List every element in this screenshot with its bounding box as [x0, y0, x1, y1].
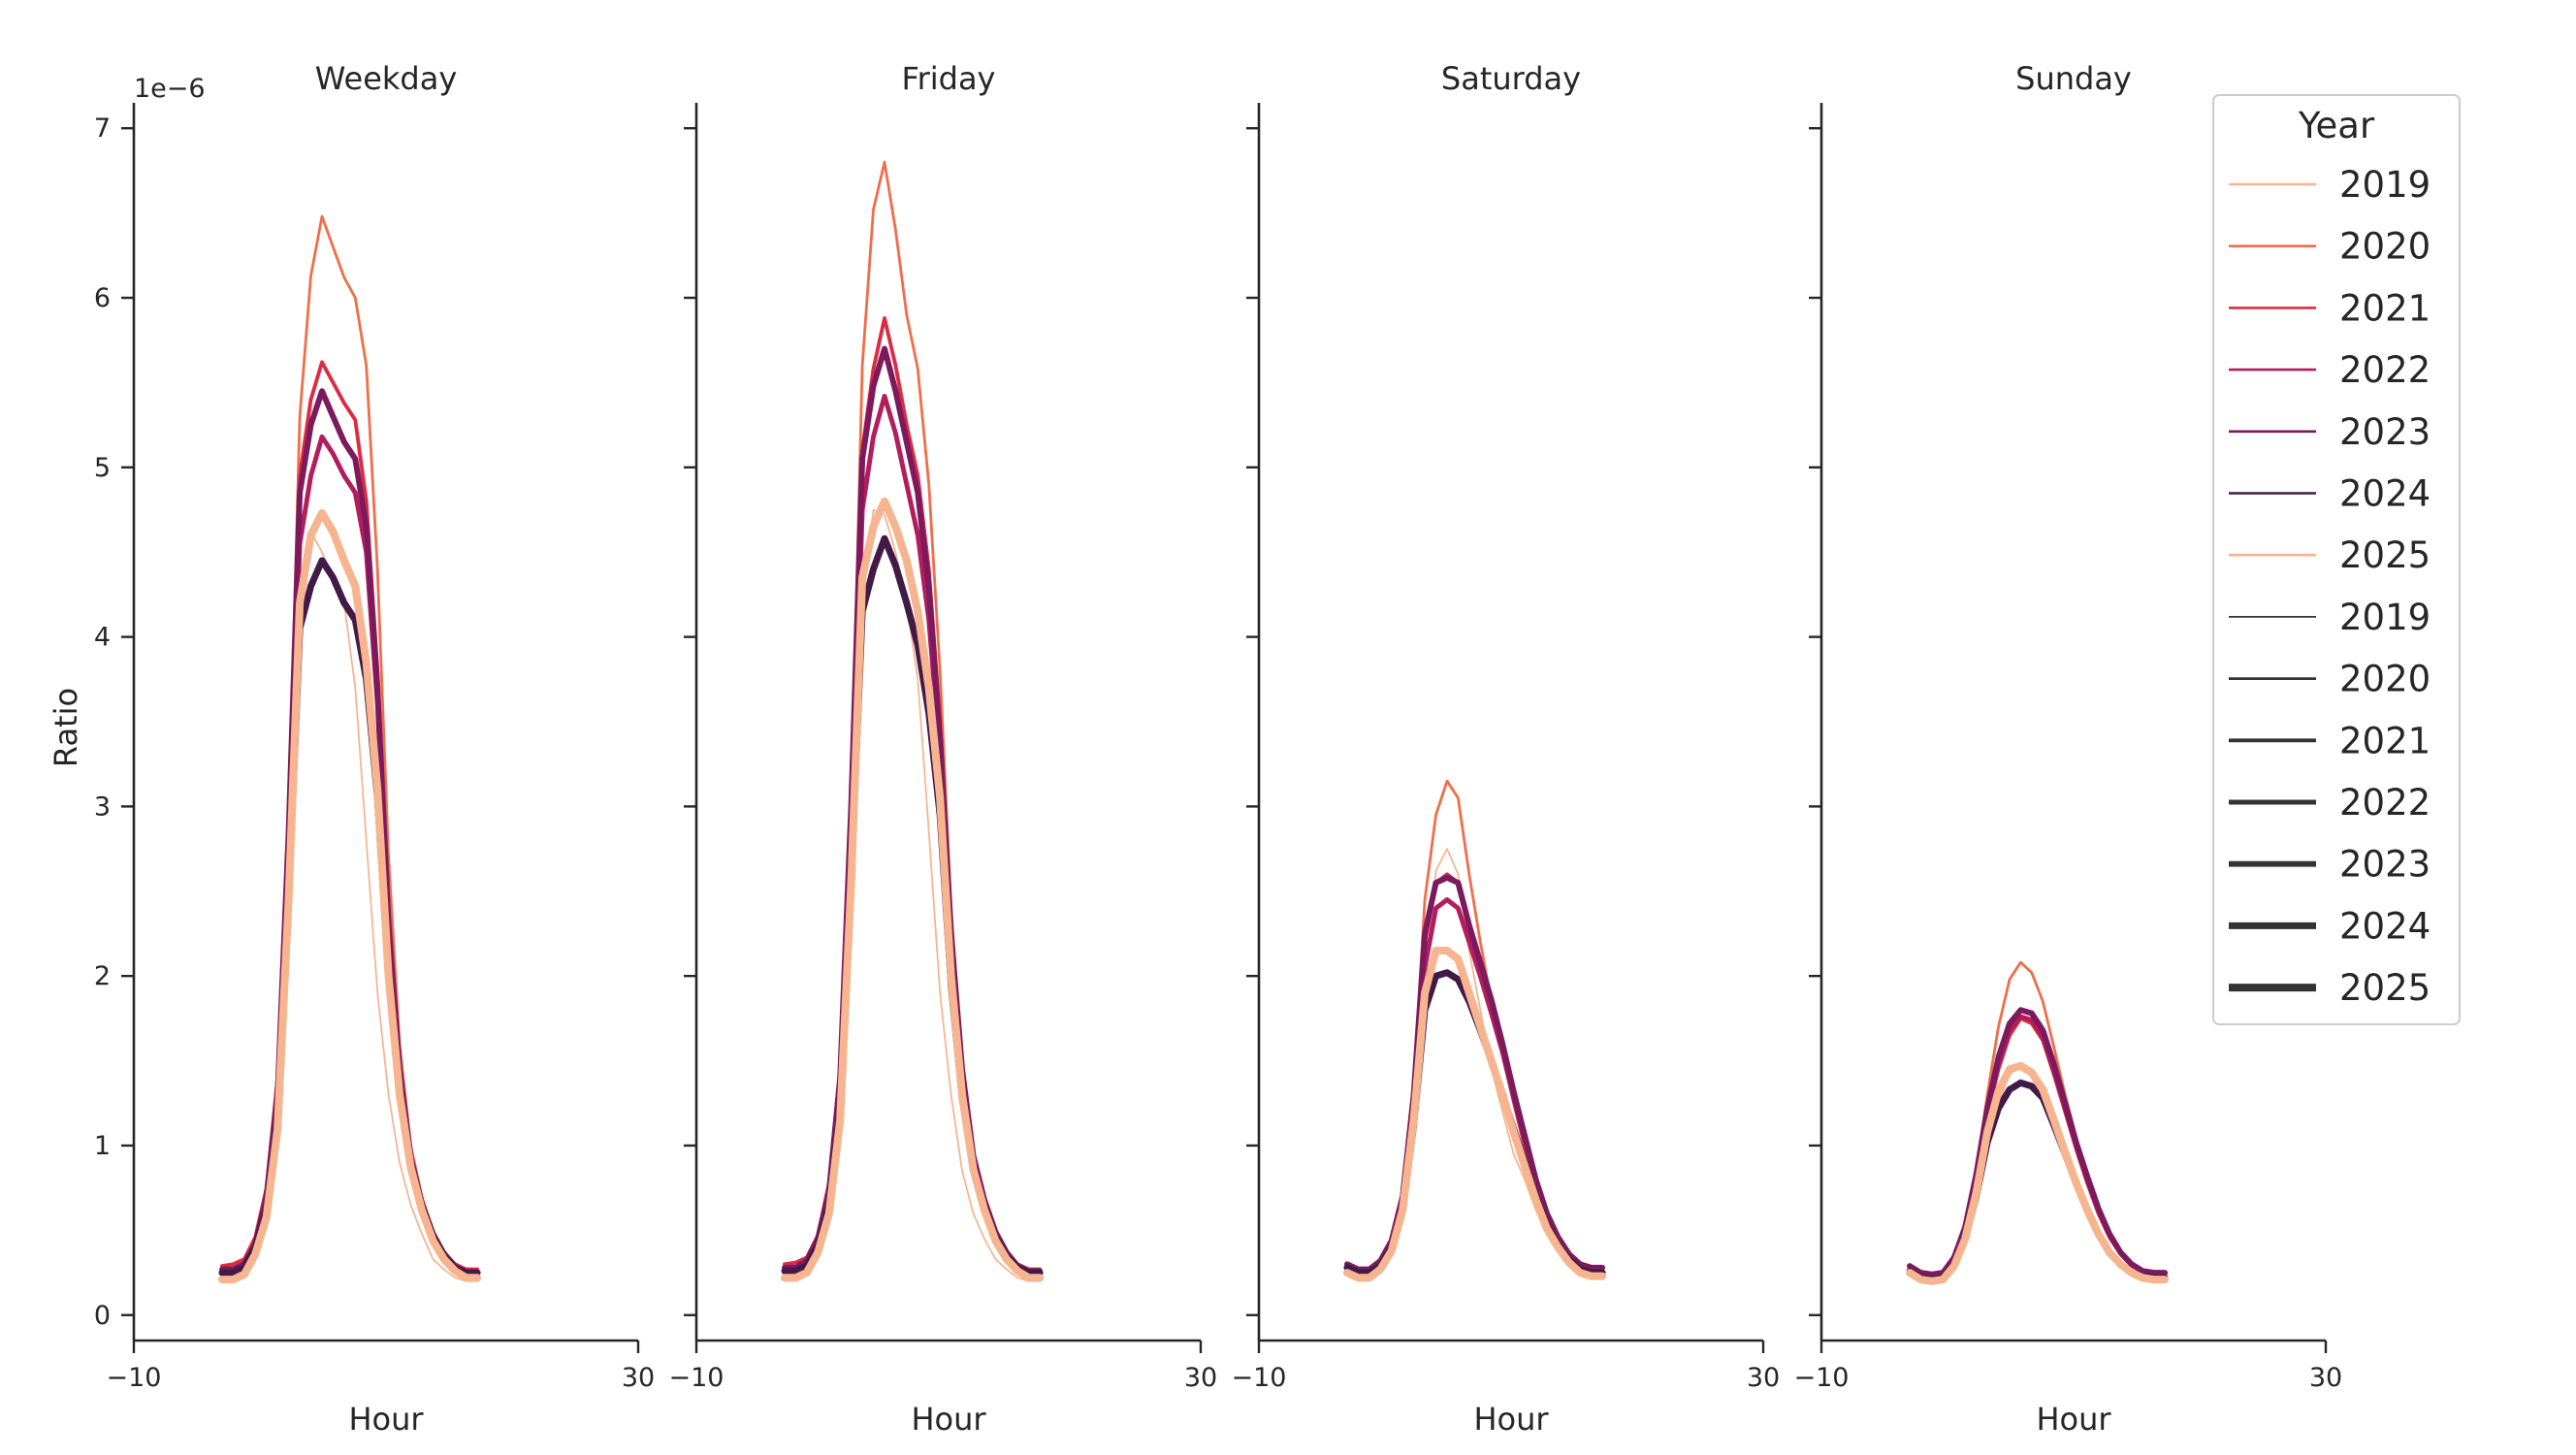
x-tick-label: −10 [1232, 1363, 1287, 1393]
legend-entry-2023: 2023 [2229, 411, 2431, 453]
legend-entry-2020: 2020 [2229, 226, 2431, 268]
panel-sunday: Sunday −10 30 Hour [1794, 60, 2343, 1438]
x-tick-label: −10 [107, 1363, 162, 1393]
y-tick-label: 4 [94, 623, 111, 653]
series-line-2022 [1344, 897, 1605, 1276]
legend-label: 2021 [2339, 287, 2431, 329]
series-line-2023 [1907, 1007, 2169, 1277]
legend-entry-2025: 2025 [2229, 967, 2431, 1009]
legend-label: 2025 [2339, 534, 2431, 576]
series-line-2019 [221, 531, 478, 1282]
legend: Year 2019 2020 2021 2022 2023 2024 2025 2019 2020… [2212, 94, 2461, 1025]
series-line-2021 [1345, 872, 1605, 1272]
y-tick-label: 5 [94, 453, 111, 483]
series-line-2022 [1907, 1014, 2168, 1277]
panel-title: Weekday [315, 60, 458, 97]
series-line-2024 [218, 557, 481, 1277]
legend-label: 2024 [2339, 473, 2431, 515]
panel-saturday: Saturday −10 30 Hour [1232, 60, 1781, 1438]
series-line-2020 [220, 214, 479, 1273]
y-tick-label: 3 [94, 792, 111, 822]
panel-weekday: Weekday 0 1 2 3 4 5 6 7 −10 30 Hour [94, 60, 655, 1438]
x-axis-label: Hour [1473, 1401, 1549, 1438]
legend-entry-2022: 2022 [2229, 349, 2431, 391]
series-line-2025 [1342, 946, 1607, 1282]
legend-label: 2019 [2339, 164, 2431, 206]
series-line-2019 [1909, 1064, 2166, 1280]
panel-friday: Friday −10 30 Hour [669, 60, 1218, 1438]
panel-title: Saturday [1441, 60, 1581, 97]
x-tick-label: 30 [1184, 1363, 1217, 1393]
x-axis-label: Hour [911, 1401, 986, 1438]
legend-entry-2021: 2021 [2229, 720, 2431, 761]
y-tick-label: 0 [94, 1301, 111, 1331]
legend-label: 2022 [2339, 782, 2431, 824]
series-line-2025 [1905, 1061, 2170, 1285]
x-axis-label: Hour [2036, 1401, 2111, 1438]
panel-title: Friday [902, 60, 996, 97]
panel-title: Sunday [2015, 60, 2132, 97]
series-line-2024 [1906, 1079, 2169, 1283]
legend-entry-2022: 2022 [2229, 782, 2431, 824]
series-line-2024 [781, 534, 1044, 1277]
legend-label: 2023 [2339, 411, 2431, 453]
y-tick-label: 1 [94, 1131, 111, 1161]
legend-label: 2023 [2339, 844, 2431, 886]
y-tick-label: 7 [94, 113, 111, 144]
legend-entry-2019: 2019 [2229, 164, 2431, 206]
legend-title: Year [2298, 105, 2375, 146]
legend-label: 2025 [2339, 967, 2431, 1009]
y-tick-label: 2 [94, 961, 111, 991]
legend-entry-2025: 2025 [2229, 534, 2431, 576]
legend-entry-2020: 2020 [2229, 659, 2431, 700]
x-tick-label: 30 [2309, 1363, 2342, 1393]
legend-label: 2022 [2339, 349, 2431, 391]
series-line-2023 [782, 345, 1044, 1275]
legend-label: 2024 [2339, 905, 2431, 947]
series-line-2021 [220, 360, 480, 1272]
legend-frame [2212, 94, 2461, 1025]
series-line-2023 [1344, 874, 1606, 1273]
series-line-2020 [1908, 960, 2167, 1277]
series-line-2022 [219, 434, 480, 1276]
x-tick-label: −10 [1794, 1363, 1850, 1393]
series-line-2020 [1345, 779, 1604, 1273]
series-line-2025 [217, 508, 482, 1284]
series-line-2023 [219, 388, 481, 1277]
legend-entry-2023: 2023 [2229, 844, 2431, 886]
legend-entry-2024: 2024 [2229, 905, 2431, 947]
legend-entry-2019: 2019 [2229, 597, 2431, 638]
legend-entry-2024: 2024 [2229, 473, 2431, 515]
legend-label: 2020 [2339, 659, 2431, 700]
legend-entry-2021: 2021 [2229, 287, 2431, 329]
legend-label: 2020 [2339, 226, 2431, 268]
x-tick-label: 30 [622, 1363, 655, 1393]
legend-label: 2019 [2339, 597, 2431, 638]
series-line-2021 [1908, 1016, 2168, 1277]
y-axis-label: Ratio [48, 688, 84, 767]
series-line-2020 [783, 160, 1042, 1271]
x-tick-label: 30 [1747, 1363, 1780, 1393]
series-line-2022 [782, 393, 1043, 1274]
series-line-2025 [780, 497, 1045, 1282]
legend-label: 2021 [2339, 720, 2431, 761]
y-scale-multiplier: 1e−6 [134, 74, 206, 104]
x-tick-label: −10 [669, 1363, 724, 1393]
y-tick-label: 6 [94, 283, 111, 313]
x-axis-label: Hour [348, 1401, 424, 1438]
